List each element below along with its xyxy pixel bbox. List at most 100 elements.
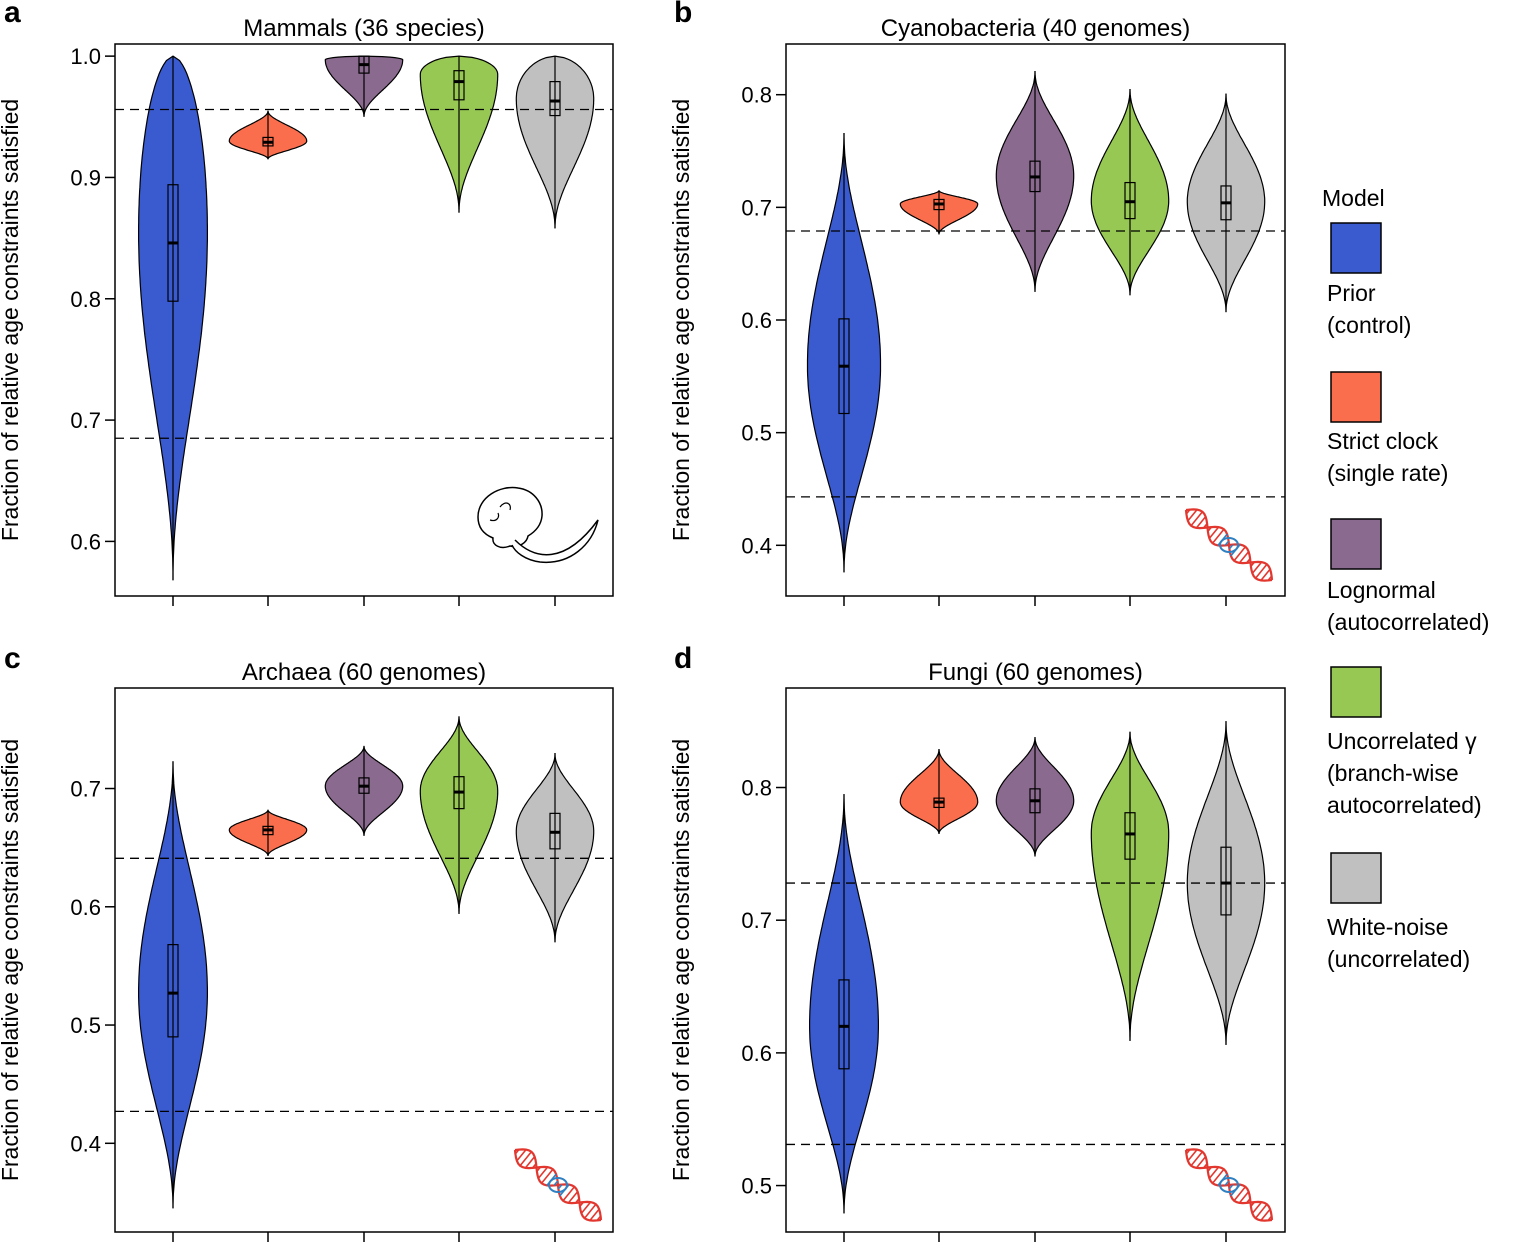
- helix-rung: [562, 1186, 576, 1202]
- helix-rung: [1211, 528, 1225, 544]
- helix-rung: [1238, 1191, 1250, 1204]
- helix-strand: [1185, 508, 1273, 582]
- tusk-outline: [511, 519, 599, 563]
- y-axis-label: Fraction of relative age constraints sat…: [668, 739, 694, 1181]
- helix-rung: [1190, 1151, 1204, 1167]
- iqr-box-white-noise: [1220, 846, 1232, 916]
- helix-rung: [596, 1215, 602, 1221]
- iqr-box-uncorrelated-gamma: [453, 70, 465, 101]
- y-tick-label: 0.5: [70, 1013, 101, 1038]
- helix-rung: [1260, 568, 1271, 581]
- legend-label-prior: Prior: [1327, 280, 1376, 306]
- y-tick-label: 0.7: [741, 908, 772, 933]
- legend: Model Prior (control) Strict clock (sing…: [1322, 185, 1489, 972]
- legend-label-strict-clock: Strict clock: [1327, 428, 1439, 454]
- skull-outline: [477, 486, 543, 549]
- panel-letter-d: d: [674, 642, 692, 675]
- y-tick-label: 0.9: [70, 165, 101, 190]
- iqr-box-uncorrelated-gamma: [1124, 812, 1136, 860]
- y-tick-label: 0.5: [741, 421, 772, 446]
- helix-rung: [1250, 561, 1256, 567]
- panel-title: Cyanobacteria (40 genomes): [881, 15, 1191, 42]
- legend-swatch-white-noise: [1330, 852, 1382, 904]
- helix-rung: [553, 1180, 559, 1186]
- legend-title: Model: [1322, 185, 1385, 211]
- y-tick-label: 0.4: [741, 533, 772, 558]
- helix-rung: [1190, 511, 1204, 527]
- y-tick-label: 0.6: [70, 529, 101, 554]
- legend-sublabel-lognormal: (autocorrelated): [1327, 609, 1489, 635]
- skull-detail: [489, 502, 511, 522]
- panel-title: Archaea (60 genomes): [242, 659, 486, 686]
- helix-rung: [516, 1149, 527, 1162]
- helix-rung: [583, 1203, 597, 1219]
- legend-label-lognormal: Lognormal: [1327, 577, 1436, 603]
- y-axis-label: Fraction of relative age constraints sat…: [0, 739, 23, 1181]
- helix-rung: [1228, 1184, 1234, 1190]
- helix-rung: [1207, 1166, 1213, 1172]
- y-tick-label: 0.6: [741, 308, 772, 333]
- helix-strand: [514, 1148, 602, 1222]
- helix-rung: [1228, 544, 1234, 550]
- helix-rung: [1185, 1149, 1191, 1155]
- dna-icon: [1184, 508, 1274, 582]
- helix-rung: [536, 1166, 542, 1172]
- iqr-box-prior: [838, 979, 850, 1070]
- legend-sublabel2-uncorrelated-gamma: autocorrelated): [1327, 792, 1482, 818]
- panel-letter-b: b: [674, 0, 692, 29]
- helix-rung: [540, 1168, 554, 1184]
- helix-strand: [1185, 1148, 1273, 1222]
- iqr-box-prior: [167, 944, 179, 1038]
- helix-rung: [1245, 1198, 1251, 1204]
- helix-rung: [1187, 1149, 1198, 1162]
- helix-rung: [1207, 526, 1213, 532]
- helix-rung: [1185, 509, 1191, 515]
- helix-rung: [1195, 516, 1207, 529]
- dna-icon: [513, 1148, 603, 1222]
- helix-center: [1219, 1177, 1239, 1193]
- helix-rung: [1250, 1201, 1256, 1207]
- panel-b: Cyanobacteria (40 genomes) Fraction of re…: [668, 15, 1286, 606]
- helix-rung: [531, 1163, 537, 1169]
- helix-rung: [1251, 1201, 1263, 1214]
- y-tick-label: 0.8: [70, 287, 101, 312]
- y-tick-label: 0.4: [70, 1131, 101, 1156]
- legend-swatch-uncorrelated-gamma: [1330, 666, 1382, 718]
- legend-sublabel-white-noise: (uncorrelated): [1327, 946, 1470, 972]
- helix-rung: [1254, 563, 1268, 579]
- y-tick-label: 1.0: [70, 44, 101, 69]
- legend-label-uncorrelated-gamma: Uncorrelated γ: [1327, 728, 1477, 754]
- helix-rung: [1267, 575, 1273, 581]
- helix-rung: [1245, 558, 1251, 564]
- legend-swatch-strict-clock: [1330, 371, 1382, 423]
- panel-c: Archaea (60 genomes) Fraction of relative…: [0, 659, 614, 1242]
- helix-rung: [1208, 526, 1220, 539]
- helix-rung: [1233, 546, 1247, 562]
- helix-rung: [1211, 1168, 1225, 1184]
- panel-title: Mammals (36 species): [243, 15, 484, 42]
- y-tick-label: 0.5: [741, 1174, 772, 1199]
- helix-rung: [1254, 1203, 1268, 1219]
- y-tick-label: 0.8: [741, 83, 772, 108]
- iqr-box-white-noise: [549, 81, 561, 117]
- y-tick-label: 0.7: [741, 195, 772, 220]
- helix-rung: [1251, 561, 1263, 574]
- panel-letter-a: a: [4, 0, 21, 29]
- legend-label-white-noise: White-noise: [1327, 914, 1448, 940]
- y-axis-label: Fraction of relative age constraints sat…: [0, 99, 23, 541]
- skull-icon: [477, 486, 599, 563]
- helix-center: [548, 1177, 568, 1193]
- helix-rung: [1187, 509, 1198, 522]
- panel-a: Mammals (36 species) Fraction of relative…: [0, 15, 614, 606]
- legend-swatch-lognormal: [1330, 518, 1382, 570]
- helix-rung: [567, 1191, 579, 1204]
- helix-rung: [1202, 1163, 1208, 1169]
- helix-rung: [1195, 1156, 1207, 1169]
- y-axis-label: Fraction of relative age constraints sat…: [668, 99, 694, 541]
- helix-rung: [1233, 1186, 1247, 1202]
- legend-sublabel-uncorrelated-gamma: (branch-wise: [1327, 760, 1459, 786]
- panel-d: Fungi (60 genomes) Fraction of relative a…: [668, 659, 1286, 1242]
- helix-rung: [589, 1208, 600, 1221]
- helix-rung: [1224, 540, 1230, 546]
